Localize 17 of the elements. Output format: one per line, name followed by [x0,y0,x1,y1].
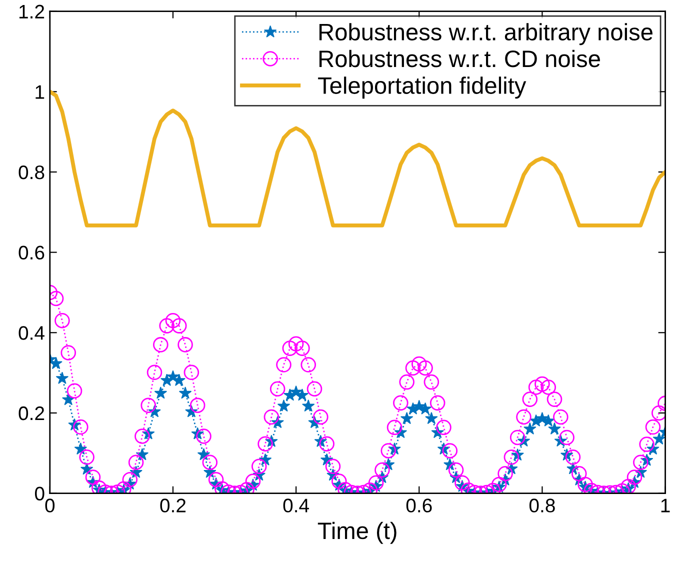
x-tick-label: 0 [45,498,55,512]
y-tick-label: 0 [34,486,44,501]
y-tick-label: 1.2 [19,4,44,18]
x-tick-label: 0.8 [529,498,555,512]
y-tick-label: 0.6 [18,246,44,260]
y-tick-label: 0.2 [18,406,44,420]
legend-label: Teleportation fidelity [318,76,526,99]
y-tick-label: 0.8 [18,165,44,180]
x-tick-label: 0.4 [283,498,309,512]
x-axis-title: Time (t) [318,522,396,544]
legend-label: Robustness w.r.t. CD noise [319,50,600,68]
x-tick-label: 0.2 [160,498,186,512]
legend-label: Robustness w.r.t. arbitrary noise [319,23,652,46]
y-tick-label: 0.4 [18,326,44,340]
x-tick-label: 1 [661,498,670,512]
x-tick-label: 0.6 [406,498,432,512]
y-tick-label: 1 [36,85,44,99]
